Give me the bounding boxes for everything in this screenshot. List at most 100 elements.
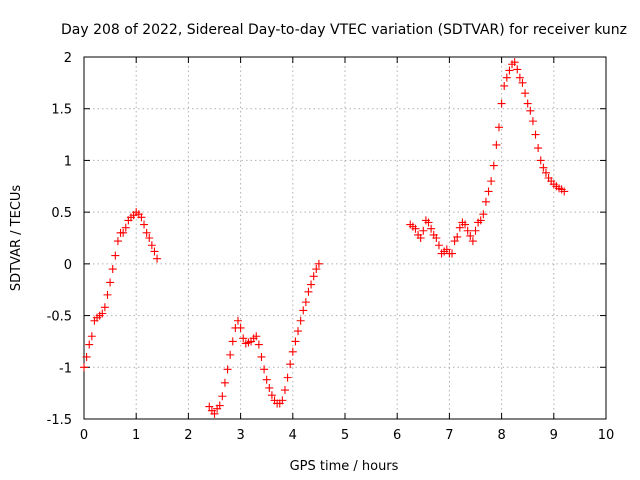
data-point: [510, 58, 519, 67]
data-point: [153, 254, 162, 263]
data-point: [309, 272, 318, 281]
data-point: [239, 334, 248, 343]
data-point: [531, 130, 540, 139]
data-marks: [80, 58, 569, 418]
data-point: [505, 66, 514, 75]
data-point: [80, 363, 88, 372]
data-point: [142, 228, 151, 237]
data-point: [513, 65, 522, 74]
data-point: [312, 265, 321, 274]
data-point: [518, 78, 527, 87]
x-tick-label: 9: [550, 428, 558, 443]
data-point: [220, 378, 229, 387]
data-point: [223, 365, 232, 374]
grid-layer: [84, 57, 606, 419]
data-point: [113, 237, 122, 246]
data-point: [140, 220, 149, 229]
data-point: [294, 327, 303, 336]
data-point: [304, 287, 313, 296]
y-tick-label: 1: [64, 154, 72, 169]
data-point: [476, 216, 485, 225]
data-point: [291, 337, 300, 346]
y-tick-label: 1.5: [51, 103, 72, 118]
data-point: [226, 350, 235, 359]
data-point: [137, 213, 146, 222]
data-point: [288, 347, 297, 356]
y-tick-label: 0.5: [51, 206, 72, 221]
data-point: [205, 402, 214, 411]
data-point: [448, 249, 457, 258]
data-point: [150, 247, 159, 256]
data-point: [299, 306, 308, 315]
data-point: [479, 210, 488, 219]
data-point: [147, 241, 156, 250]
plot-frame: [83, 56, 607, 420]
data-point: [87, 332, 96, 341]
data-point: [463, 226, 472, 235]
data-point: [424, 218, 433, 227]
x-tick-label: 6: [393, 428, 401, 443]
data-point: [416, 234, 425, 242]
data-point: [260, 365, 269, 374]
data-point: [487, 177, 496, 186]
data-point: [307, 280, 316, 289]
data-point: [500, 81, 509, 90]
data-point: [492, 140, 501, 149]
data-point: [502, 73, 511, 82]
data-point: [481, 197, 490, 206]
x-tick-label: 2: [184, 428, 192, 443]
data-point: [82, 352, 91, 361]
x-axis-title: GPS time / hours: [290, 459, 399, 474]
data-point: [455, 223, 464, 232]
data-point: [98, 309, 107, 318]
data-point: [119, 228, 128, 237]
data-point: [286, 360, 295, 369]
x-tick-label: 8: [497, 428, 505, 443]
data-point: [453, 232, 462, 241]
x-tick-label: 0: [80, 428, 88, 443]
series-segment-1: [80, 208, 162, 372]
data-point: [296, 316, 305, 325]
data-point: [411, 224, 420, 233]
x-tick-label: 10: [598, 428, 615, 443]
data-point: [536, 156, 545, 165]
data-point: [262, 375, 271, 384]
data-point: [103, 290, 112, 299]
y-tick-label: 2: [64, 51, 72, 66]
data-point: [278, 396, 287, 405]
tick-label-layer: 0 1 2 3 4 5 6 7 8 9 10 -1.5 -1 -0.5 0 0.5 1 1.5 2: [47, 51, 615, 443]
x-tick-label: 5: [341, 428, 349, 443]
data-point: [450, 237, 459, 246]
x-tick-label: 7: [445, 428, 453, 443]
data-point: [106, 278, 115, 287]
data-point: [301, 298, 310, 307]
data-point: [523, 99, 532, 108]
data-point: [215, 401, 224, 410]
y-tick-label: 0: [64, 258, 72, 273]
data-point: [280, 386, 289, 395]
data-point: [466, 231, 475, 240]
data-point: [442, 245, 451, 254]
data-point: [515, 73, 524, 82]
data-point: [228, 337, 237, 346]
data-point: [145, 234, 154, 242]
y-tick-label: -1.5: [47, 413, 72, 428]
data-point: [108, 265, 117, 274]
data-point: [434, 241, 443, 250]
data-point: [427, 224, 436, 233]
data-point: [494, 123, 503, 132]
y-tick-label: -0.5: [47, 310, 72, 325]
data-point: [111, 251, 120, 260]
data-point: [236, 323, 245, 332]
data-point: [534, 144, 543, 153]
y-axis-title: SDTVAR / TECUs: [9, 185, 24, 292]
data-point: [257, 352, 266, 361]
data-point: [314, 259, 323, 268]
data-point: [461, 220, 470, 229]
data-point: [121, 223, 130, 232]
data-point: [267, 391, 276, 400]
data-point: [432, 234, 441, 242]
data-point: [541, 168, 550, 177]
